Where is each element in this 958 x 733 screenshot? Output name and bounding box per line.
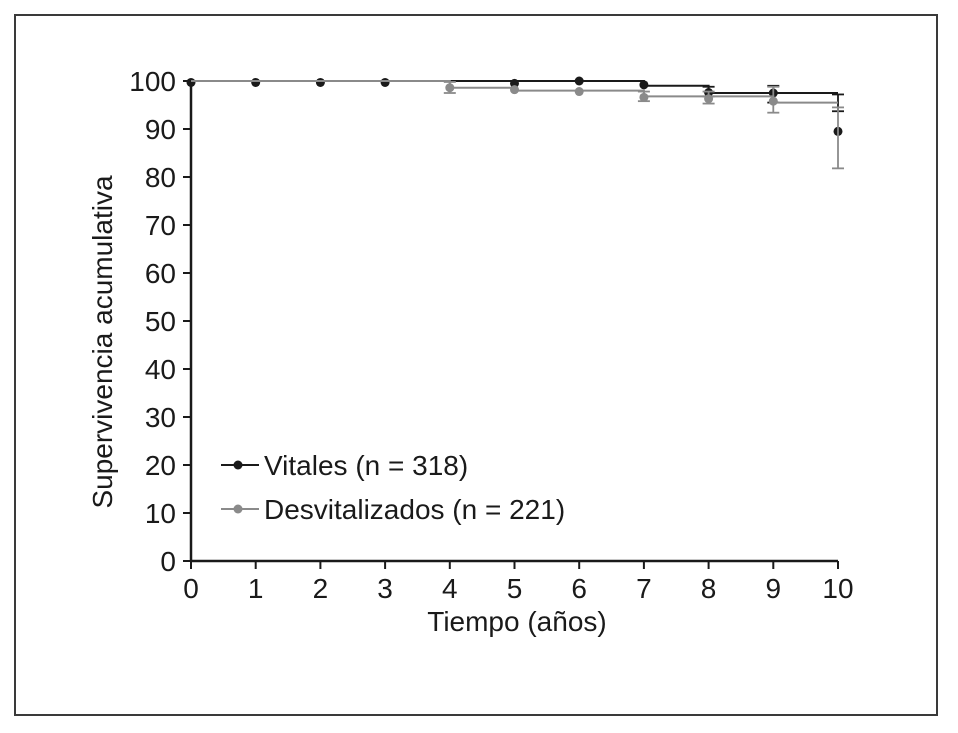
series-1-point-4 bbox=[704, 94, 714, 104]
y-tick-label-10: 100 bbox=[129, 66, 176, 97]
y-tick-label-5: 50 bbox=[145, 306, 176, 337]
series-1-point-1 bbox=[510, 85, 519, 95]
series-0-point-0 bbox=[186, 77, 196, 87]
y-tick-label-2: 20 bbox=[145, 450, 176, 481]
y-tick-label-9: 90 bbox=[145, 114, 176, 145]
x-tick-label-1: 1 bbox=[248, 573, 264, 604]
legend-label-vitales: Vitales (n = 318) bbox=[264, 450, 468, 481]
x-tick-label-5: 5 bbox=[507, 573, 523, 604]
x-axis-label: Tiempo (años) bbox=[427, 606, 606, 637]
ticks bbox=[183, 80, 839, 569]
y-tick-label-8: 80 bbox=[145, 162, 176, 193]
legend-marker-vitales bbox=[233, 460, 243, 470]
series-1-point-2 bbox=[574, 87, 584, 97]
y-tick-label-6: 60 bbox=[145, 258, 176, 289]
legend-marker-desvitalizados bbox=[233, 504, 243, 514]
x-tick-label-6: 6 bbox=[571, 573, 587, 604]
x-tick-label-7: 7 bbox=[636, 573, 652, 604]
x-tick-label-3: 3 bbox=[377, 573, 393, 604]
x-tick-label-2: 2 bbox=[313, 573, 329, 604]
x-tick-label-4: 4 bbox=[442, 573, 458, 604]
x-tick-label-9: 9 bbox=[766, 573, 782, 604]
y-tick-label-7: 70 bbox=[145, 210, 176, 241]
series-0-point-2 bbox=[315, 77, 325, 87]
legend-label-desvitalizados: Desvitalizados (n = 221) bbox=[264, 494, 565, 525]
series-0-point-5 bbox=[574, 76, 584, 86]
y-tick-label-4: 40 bbox=[145, 354, 176, 385]
legend: Vitales (n = 318) Desvitalizados (n = 22… bbox=[221, 450, 565, 525]
series-1 bbox=[191, 80, 844, 170]
series-layer bbox=[186, 76, 844, 170]
x-tick-label-10: 10 bbox=[822, 573, 853, 604]
y-tick-label-3: 30 bbox=[145, 402, 176, 433]
x-tick-label-0: 0 bbox=[183, 573, 199, 604]
axes bbox=[189, 81, 838, 563]
y-tick-label-0: 0 bbox=[160, 546, 176, 577]
series-1-point-5 bbox=[768, 96, 778, 106]
y-axis-label: Supervivencia acumulativa bbox=[87, 175, 118, 508]
x-tick-label-8: 8 bbox=[701, 573, 717, 604]
figure-frame bbox=[14, 14, 938, 716]
series-1-point-0 bbox=[445, 83, 455, 93]
series-0-point-3 bbox=[380, 77, 390, 87]
series-1-point-3 bbox=[639, 92, 649, 102]
y-tick-label-1: 10 bbox=[145, 498, 176, 529]
series-0-point-6 bbox=[639, 80, 649, 90]
series-0-point-4 bbox=[510, 78, 519, 88]
series-0-point-1 bbox=[251, 77, 261, 87]
